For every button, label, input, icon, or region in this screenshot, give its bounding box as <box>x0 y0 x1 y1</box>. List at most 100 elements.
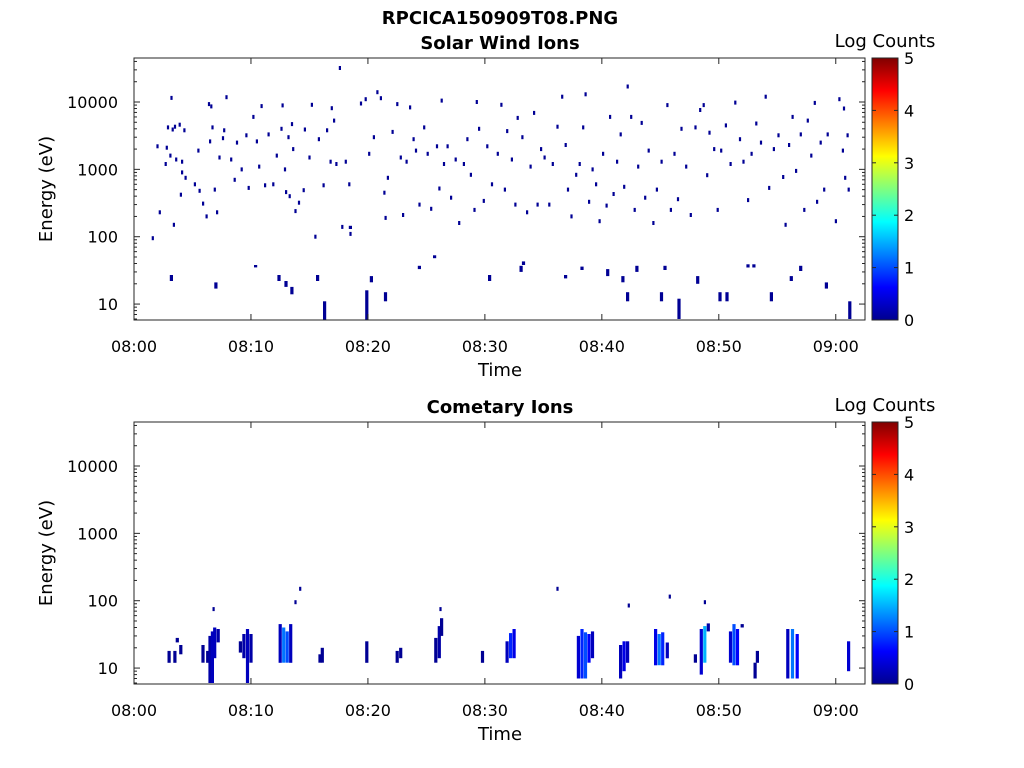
count-point <box>516 115 519 120</box>
count-point <box>450 195 453 200</box>
count-column <box>440 618 444 636</box>
count-point <box>799 132 802 137</box>
count-column <box>564 275 568 279</box>
colorbar-tick-label: 3 <box>904 154 914 173</box>
count-column <box>657 634 661 666</box>
y-tick-label: 10000 <box>67 93 118 112</box>
count-point <box>529 164 532 169</box>
count-point <box>314 234 317 239</box>
count-point <box>475 100 478 104</box>
count-column <box>238 641 242 653</box>
count-point <box>210 104 213 109</box>
count-point <box>623 184 626 189</box>
count-column <box>659 292 664 302</box>
colorbar-tick-label: 5 <box>904 49 914 68</box>
x-axis-label: Time <box>477 724 522 745</box>
count-column <box>753 662 757 679</box>
count-point <box>283 167 287 172</box>
count-column <box>626 292 630 302</box>
panel-title: Cometary Ions <box>427 397 574 418</box>
count-point <box>536 202 539 207</box>
count-column <box>635 265 639 272</box>
count-point <box>588 199 591 204</box>
count-column <box>725 292 729 302</box>
count-column <box>505 641 509 663</box>
count-column <box>369 276 373 283</box>
count-point <box>446 144 449 149</box>
count-point <box>500 102 503 107</box>
count-column <box>619 645 623 679</box>
count-point <box>668 594 671 599</box>
count-point <box>386 175 389 180</box>
count-point <box>595 182 598 187</box>
count-point <box>175 157 178 162</box>
x-tick-label: 08:50 <box>696 701 742 720</box>
y-axis: 10 100 1000 10000 <box>67 424 865 684</box>
count-point <box>616 159 619 164</box>
count-point <box>287 135 290 140</box>
count-column <box>395 650 399 663</box>
count-column <box>769 292 773 302</box>
count-point <box>280 126 283 131</box>
count-column <box>583 632 588 679</box>
count-point <box>841 148 844 153</box>
count-point <box>252 114 255 119</box>
count-point <box>510 157 513 162</box>
count-point <box>198 188 201 193</box>
count-point <box>158 210 161 215</box>
count-point <box>181 170 184 175</box>
count-point <box>396 102 399 107</box>
count-point <box>823 187 826 192</box>
count-point <box>172 222 175 227</box>
count-column <box>365 290 369 320</box>
count-point <box>372 135 375 140</box>
count-point <box>391 129 394 134</box>
count-column <box>755 650 759 663</box>
count-point <box>414 148 418 153</box>
count-point <box>764 94 767 99</box>
count-point <box>292 147 295 152</box>
count-point <box>368 151 371 156</box>
y-tick-label: 10 <box>98 659 118 678</box>
plot-area <box>167 586 851 683</box>
count-point <box>556 586 559 591</box>
count-point <box>267 132 270 137</box>
count-column <box>365 641 369 663</box>
x-tick-label: 08:30 <box>462 701 508 720</box>
colorbar-tick-label: 4 <box>904 101 914 120</box>
x-tick-label: 08:50 <box>696 337 742 356</box>
colorbar-ticks: 0 1 2 3 4 5 <box>872 49 914 330</box>
count-point <box>275 153 278 158</box>
count-column <box>167 650 171 663</box>
colorbar-ticks: 0 1 2 3 4 5 <box>872 413 914 694</box>
count-point <box>819 140 822 145</box>
count-point <box>846 133 849 138</box>
count-point <box>724 123 727 128</box>
count-point <box>156 144 159 149</box>
count-column <box>576 635 580 679</box>
count-point <box>702 103 705 108</box>
x-tick-label: 08:00 <box>111 701 157 720</box>
count-point <box>788 143 791 147</box>
count-point <box>466 137 469 142</box>
count-point <box>330 106 333 111</box>
count-point <box>768 185 771 190</box>
count-point <box>258 164 261 169</box>
x-tick-label: 08:10 <box>228 337 274 356</box>
count-point <box>235 140 239 145</box>
count-point <box>281 103 284 108</box>
count-point <box>734 100 737 105</box>
count-point <box>627 603 630 608</box>
count-column <box>213 627 217 659</box>
count-point <box>181 159 184 164</box>
count-point <box>233 177 236 182</box>
count-point <box>183 128 186 133</box>
count-column <box>175 637 179 643</box>
y-axis: 10 100 1000 10000 <box>67 60 865 320</box>
count-column <box>654 629 658 666</box>
x-tick-label: 09:00 <box>813 701 859 720</box>
count-point <box>561 94 564 99</box>
count-point <box>486 144 489 149</box>
count-point <box>364 97 367 102</box>
